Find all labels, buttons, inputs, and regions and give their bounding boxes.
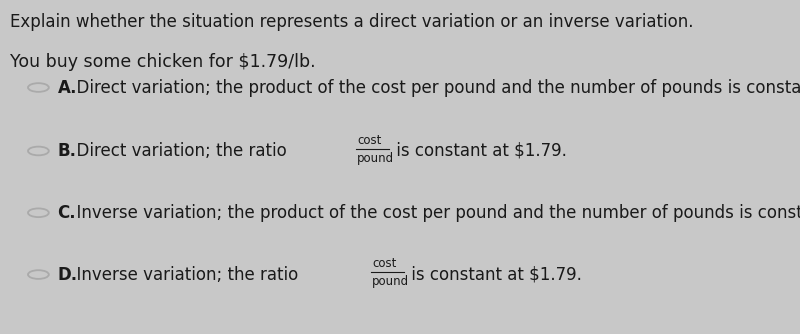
Text: D.: D.: [58, 266, 78, 284]
Text: cost: cost: [358, 134, 382, 147]
Text: C.: C.: [58, 204, 76, 222]
Text: B.: B.: [58, 142, 77, 160]
Text: Inverse variation; the product of the cost per pound and the number of pounds is: Inverse variation; the product of the co…: [66, 204, 800, 222]
Text: cost: cost: [372, 258, 397, 270]
Text: Inverse variation; the ratio: Inverse variation; the ratio: [66, 266, 303, 284]
Text: pound: pound: [372, 276, 409, 288]
Text: Direct variation; the ratio: Direct variation; the ratio: [66, 142, 292, 160]
Text: pound: pound: [358, 152, 394, 165]
Text: Direct variation; the product of the cost per pound and the number of pounds is : Direct variation; the product of the cos…: [66, 78, 800, 97]
Text: A.: A.: [58, 78, 77, 97]
Text: Explain whether the situation represents a direct variation or an inverse variat: Explain whether the situation represents…: [10, 13, 693, 31]
Text: is constant at $1.79.: is constant at $1.79.: [391, 142, 567, 160]
Text: is constant at $1.79.: is constant at $1.79.: [406, 266, 582, 284]
Text: You buy some chicken for $1.79/lb.: You buy some chicken for $1.79/lb.: [10, 53, 315, 71]
